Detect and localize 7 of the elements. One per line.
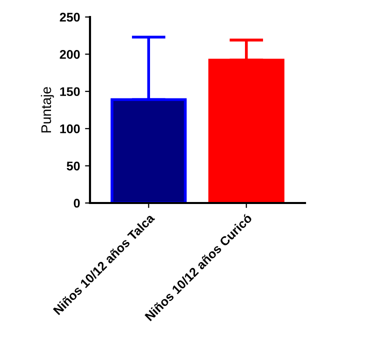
y-tick-label: 100 [60, 124, 80, 134]
y-tick-label: 0 [74, 198, 80, 208]
y-tick-label: 50 [66, 162, 80, 170]
y-tick-label: 250 [60, 12, 80, 22]
y-tick-label: 150 [60, 87, 80, 96]
y-tick-label: 200 [60, 50, 80, 59]
y-axis-title: Puntaje [40, 87, 54, 132]
